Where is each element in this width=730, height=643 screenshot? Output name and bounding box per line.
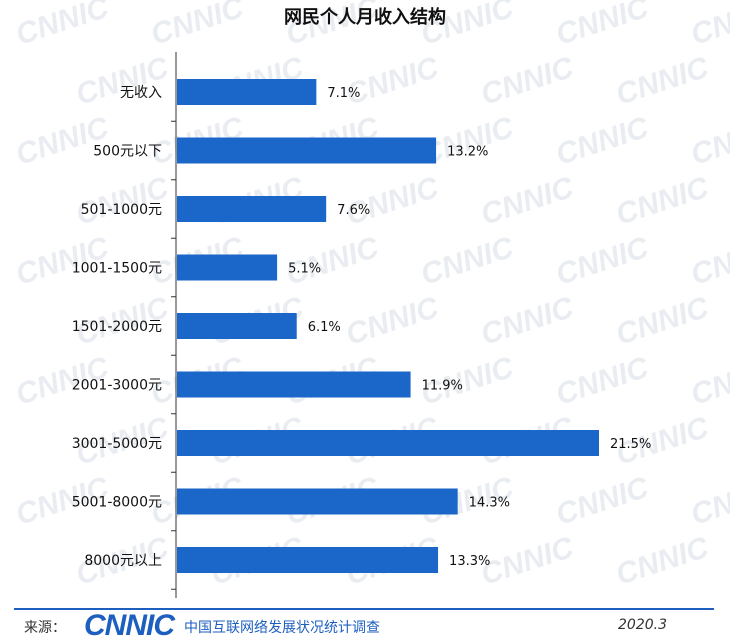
chart-title: 网民个人月收入结构 — [284, 7, 446, 28]
bar — [177, 79, 317, 105]
bar — [177, 371, 411, 398]
bar — [177, 547, 439, 573]
category-label: 5001-8000元 — [72, 495, 162, 511]
bars-group: 7.1% 13.2% 7.6% 5.1% 6.1% 11.9% 21.5% 14.3% 13.3… — [177, 79, 651, 573]
bar — [177, 137, 437, 164]
bar — [177, 313, 297, 339]
category-label: 3001-5000元 — [72, 436, 162, 452]
bar — [177, 488, 458, 515]
value-label: 6.1% — [308, 320, 341, 335]
category-label: 8000元以上 — [84, 553, 162, 569]
footer: 来源： CNNIC 中国互联网络发展状况统计调查 2020.3 — [0, 609, 730, 642]
footer-divider — [14, 608, 714, 610]
value-label: 14.3% — [469, 496, 510, 511]
cnnic-logo: CNNIC — [84, 609, 175, 642]
value-label: 5.1% — [288, 262, 321, 277]
bar — [177, 254, 278, 281]
category-label: 500元以下 — [93, 144, 162, 160]
date-label: 2020.3 — [618, 617, 667, 633]
value-label: 7.6% — [337, 203, 370, 218]
bar — [177, 430, 599, 456]
value-label: 7.1% — [327, 86, 360, 101]
category-label: 1001-1500元 — [72, 261, 162, 277]
value-label: 21.5% — [610, 437, 651, 452]
category-axis: 无收入 500元以下 501-1000元 1001-1500元 1501-2000元 20… — [72, 52, 177, 598]
org-name: 中国互联网络发展状况统计调查 — [184, 620, 380, 636]
category-label: 501-1000元 — [81, 202, 162, 218]
category-label: 1501-2000元 — [72, 319, 162, 335]
category-label: 2001-3000元 — [72, 378, 162, 394]
category-label: 无收入 — [120, 85, 162, 101]
source-label: 来源： — [24, 620, 66, 636]
value-label: 11.9% — [422, 379, 463, 394]
value-label: 13.3% — [449, 554, 490, 569]
bar — [177, 196, 327, 222]
bar-chart: 7.1% 13.2% 7.6% 5.1% 6.1% 11.9% 21.5% 14.3% 13.3… — [72, 52, 651, 598]
value-label: 13.2% — [447, 145, 488, 160]
